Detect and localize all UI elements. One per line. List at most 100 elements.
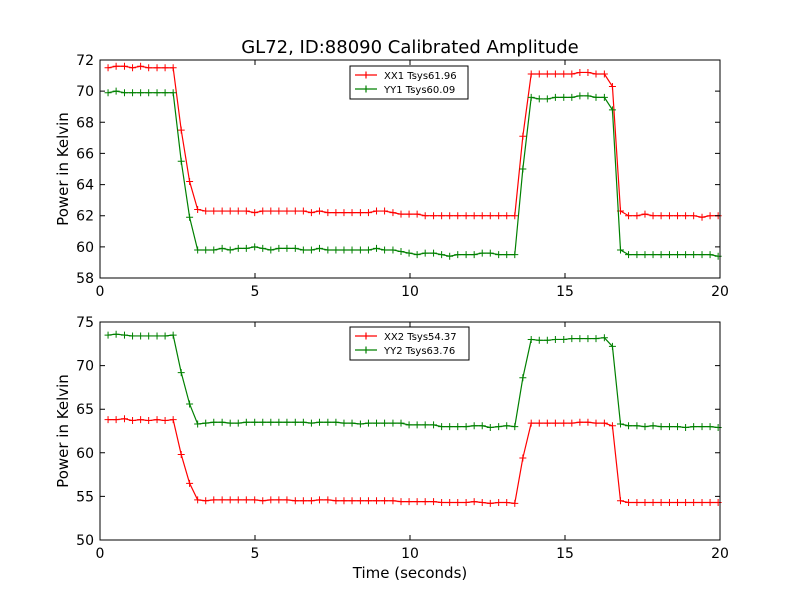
data-point <box>340 209 348 217</box>
data-point <box>478 212 486 220</box>
legend-swatch <box>355 71 377 79</box>
data-point <box>161 64 169 72</box>
data-point <box>194 205 202 213</box>
data-point <box>698 213 706 221</box>
data-point <box>202 207 210 215</box>
data-point <box>543 95 551 103</box>
y-tick-label: 62 <box>76 209 94 225</box>
legend-swatch <box>355 85 377 93</box>
data-point <box>551 93 559 101</box>
data-point <box>129 417 137 425</box>
data-point <box>682 424 690 432</box>
data-point <box>511 251 519 259</box>
data-point <box>389 497 397 505</box>
data-point <box>283 418 291 426</box>
data-point <box>592 419 600 427</box>
data-point <box>462 499 470 507</box>
data-point <box>291 418 299 426</box>
data-point <box>324 246 332 254</box>
data-point <box>373 497 381 505</box>
data-point <box>714 424 722 432</box>
y-tick-label: 60 <box>76 240 94 256</box>
data-point <box>568 335 576 343</box>
data-point <box>177 157 185 165</box>
data-point <box>535 336 543 344</box>
data-point <box>234 496 242 504</box>
data-point <box>462 423 470 431</box>
data-point <box>364 497 372 505</box>
data-point <box>568 419 576 427</box>
data-point <box>120 89 128 97</box>
data-point <box>112 62 120 70</box>
data-point <box>169 416 177 424</box>
series-line <box>107 333 719 429</box>
data-point <box>202 497 210 505</box>
data-point <box>307 419 315 427</box>
data-point <box>608 342 616 350</box>
data-point <box>543 336 551 344</box>
data-point <box>527 335 535 343</box>
data-point <box>438 499 446 507</box>
data-point <box>503 251 511 259</box>
data-point <box>560 419 568 427</box>
data-point <box>364 246 372 254</box>
data-point <box>120 415 128 423</box>
data-point <box>137 416 145 424</box>
series-line <box>107 90 719 257</box>
data-point <box>234 419 242 427</box>
data-point <box>315 496 323 504</box>
data-point <box>291 207 299 215</box>
bottom-panel: 0 5 10 15 20 50 55 60 65 70 75 Power in Kelvin XX2 T… <box>54 315 729 562</box>
data-point <box>690 423 698 431</box>
data-point <box>405 249 413 257</box>
series-1 <box>104 415 722 507</box>
data-point <box>291 244 299 252</box>
data-point <box>649 212 657 220</box>
data-point <box>275 244 283 252</box>
data-point <box>186 400 194 408</box>
data-point <box>145 64 153 72</box>
data-point <box>665 212 673 220</box>
data-point <box>633 251 641 259</box>
data-point <box>348 209 356 217</box>
data-point <box>112 330 120 338</box>
y-tick-label: 58 <box>76 271 94 287</box>
x-tick-label: 0 <box>96 284 105 300</box>
legend-label: XX1 Tsys61.96 <box>384 71 457 82</box>
data-point <box>129 332 137 340</box>
data-point <box>421 421 429 429</box>
data-point <box>267 496 275 504</box>
data-point <box>519 132 527 140</box>
data-point <box>413 251 421 259</box>
data-point <box>194 420 202 428</box>
data-point <box>470 251 478 259</box>
y-tick-label: 70 <box>76 359 94 375</box>
data-point <box>251 243 259 251</box>
data-point <box>592 335 600 343</box>
data-point <box>299 418 307 426</box>
data-point <box>153 332 161 340</box>
data-point <box>373 244 381 252</box>
data-point <box>478 249 486 257</box>
x-tick-label: 15 <box>556 284 574 300</box>
data-point <box>169 331 177 339</box>
data-point <box>714 252 722 260</box>
data-point <box>307 246 315 254</box>
data-point <box>649 422 657 430</box>
data-point <box>641 210 649 218</box>
data-point <box>543 419 551 427</box>
data-point <box>576 418 584 426</box>
data-point <box>405 498 413 506</box>
data-point <box>535 95 543 103</box>
data-point <box>576 335 584 343</box>
data-point <box>633 422 641 430</box>
data-point <box>251 418 259 426</box>
data-point <box>315 207 323 215</box>
data-point <box>283 496 291 504</box>
data-point <box>275 207 283 215</box>
data-point <box>332 497 340 505</box>
data-point <box>421 249 429 257</box>
data-point <box>161 89 169 97</box>
data-point <box>267 207 275 215</box>
